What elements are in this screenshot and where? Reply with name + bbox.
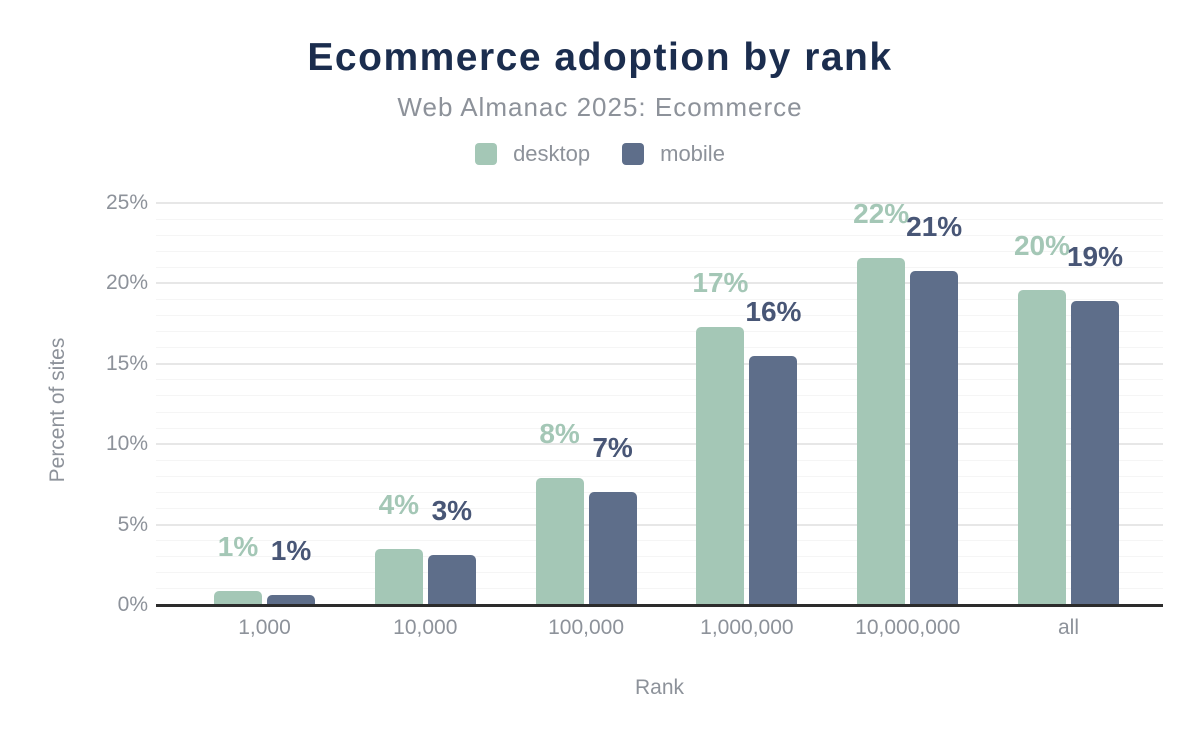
bar-mobile-1000000[interactable]: 16% <box>745 297 801 605</box>
bar-label-desktop-10000: 4% <box>378 488 420 520</box>
bar-label-desktop-1000: 1% <box>217 530 259 562</box>
legend-item-desktop[interactable]: desktop <box>475 141 590 167</box>
gridline-major <box>156 282 1163 285</box>
legend-item-mobile[interactable]: mobile <box>622 141 725 167</box>
x-axis-tick-1000000: 1,000,000 <box>696 616 797 640</box>
gridline-minor <box>156 427 1163 429</box>
x-axis-tick-100000: 100,000 <box>536 616 637 640</box>
bar-group-100000: 8% 7% <box>535 419 637 605</box>
gridline-minor <box>156 411 1163 413</box>
gridline-major <box>156 523 1163 526</box>
gridline-minor <box>156 395 1163 397</box>
legend-label-desktop: desktop <box>513 141 591 166</box>
bar-mobile-100000[interactable]: 7% <box>588 434 637 605</box>
gridline-major <box>156 443 1163 446</box>
gridline-minor <box>156 266 1163 268</box>
gridline-minor <box>156 508 1163 510</box>
chart-title: Ecommerce adoption by rank <box>307 36 893 79</box>
x-axis-line <box>156 604 1163 607</box>
x-axis-title: Rank <box>634 676 685 699</box>
bar-label-mobile-10000000: 21% <box>906 210 963 242</box>
bar-label-mobile-all: 19% <box>1066 241 1124 273</box>
gridline-major <box>156 202 1163 204</box>
y-axis-tick-0: 0% <box>117 593 148 616</box>
chart-legend: desktop mobile <box>0 141 1200 167</box>
x-axis-tick-all: all <box>1018 616 1119 640</box>
y-axis-tick-15: 15% <box>105 351 148 375</box>
y-axis-tick-20: 20% <box>105 271 148 295</box>
x-axis-tick-label: 1,000,000 <box>700 616 794 639</box>
x-axis-tick-1000: 1,000 <box>214 616 315 640</box>
y-axis-tick-5: 5% <box>117 512 148 536</box>
plot-area: 1% 1% 4% 3% 8% 7% 17% 16% 22% 21% 20% 19% <box>156 199 1163 607</box>
x-axis-tick-label: 1,000 <box>238 616 291 639</box>
bar-label-mobile-10000: 3% <box>431 495 473 527</box>
chart-subtitle: Web Almanac 2025: Ecommerce <box>397 92 803 122</box>
bar-label-desktop-all: 20% <box>1013 229 1071 261</box>
x-axis-tick-10000000: 10,000,000 <box>855 616 961 640</box>
gridline-minor <box>156 218 1163 220</box>
bar-group-1000: 1% 1% <box>214 532 315 605</box>
gridline-minor <box>156 475 1163 477</box>
y-axis-ticks: 0% 5% 10% 15% 20% 25% <box>90 191 148 616</box>
gridline-minor <box>156 250 1163 252</box>
bar-groups: 1% 1% 4% 3% 8% 7% 17% 16% 22% 21% 20% 19% <box>156 199 1163 605</box>
bar-group-1000000: 17% 16% <box>692 268 801 605</box>
legend-label-mobile: mobile <box>660 141 725 166</box>
bar-mobile-all[interactable]: 19% <box>1067 243 1123 605</box>
x-axis-ticks: 1,000 10,000 100,000 1,000,000 10,000,000 all <box>156 616 1163 640</box>
y-axis-tick-25: 25% <box>105 191 148 214</box>
bar-desktop-10000000[interactable]: 22% <box>853 199 909 605</box>
bar-group-10000: 4% 3% <box>374 490 476 605</box>
gridline-major <box>156 362 1163 365</box>
y-axis-title: Percent of sites <box>46 337 69 483</box>
mobile-swatch-icon <box>622 143 645 165</box>
bar-desktop-100000[interactable]: 8% <box>535 419 584 605</box>
bar-label-mobile-100000: 7% <box>592 432 633 464</box>
x-axis-tick-label: 10,000,000 <box>855 616 961 639</box>
desktop-swatch-icon <box>475 143 498 165</box>
gridline-minor <box>156 491 1163 493</box>
gridline-minor <box>156 556 1163 558</box>
bar-label-desktop-1000000: 17% <box>692 266 749 298</box>
bar-label-desktop-10000000: 22% <box>853 197 910 229</box>
bar-desktop-10000[interactable]: 4% <box>374 490 423 605</box>
gridline-minor <box>156 331 1163 333</box>
bar-desktop-1000[interactable]: 1% <box>214 532 262 605</box>
x-axis-tick-10000: 10,000 <box>375 616 476 640</box>
gridline-minor <box>156 459 1163 461</box>
bar-label-mobile-1000: 1% <box>270 535 312 567</box>
x-axis-tick-label: all <box>1057 616 1079 639</box>
bar-group-10000000: 22% 21% <box>853 199 962 605</box>
gridline-minor <box>156 234 1163 236</box>
gridline-minor <box>156 379 1163 381</box>
gridline-minor <box>156 540 1163 542</box>
bar-desktop-all[interactable]: 20% <box>1014 231 1070 605</box>
gridline-minor <box>156 588 1163 590</box>
gridline-minor <box>156 315 1163 317</box>
bar-mobile-10000000[interactable]: 21% <box>906 212 962 605</box>
bar-label-mobile-1000000: 16% <box>745 295 802 327</box>
bar-mobile-1000[interactable]: 1% <box>267 537 315 605</box>
y-axis-tick-10: 10% <box>105 432 148 456</box>
gridline-minor <box>156 347 1163 349</box>
gridline-minor <box>156 572 1163 574</box>
gridline-minor <box>156 298 1163 300</box>
bar-desktop-1000000[interactable]: 17% <box>692 268 748 605</box>
x-axis-tick-label: 100,000 <box>548 616 625 639</box>
bar-label-desktop-100000: 8% <box>539 417 580 449</box>
bar-group-all: 20% 19% <box>1014 231 1123 605</box>
bar-mobile-10000[interactable]: 3% <box>427 497 476 605</box>
x-axis-tick-label: 10,000 <box>393 616 458 639</box>
